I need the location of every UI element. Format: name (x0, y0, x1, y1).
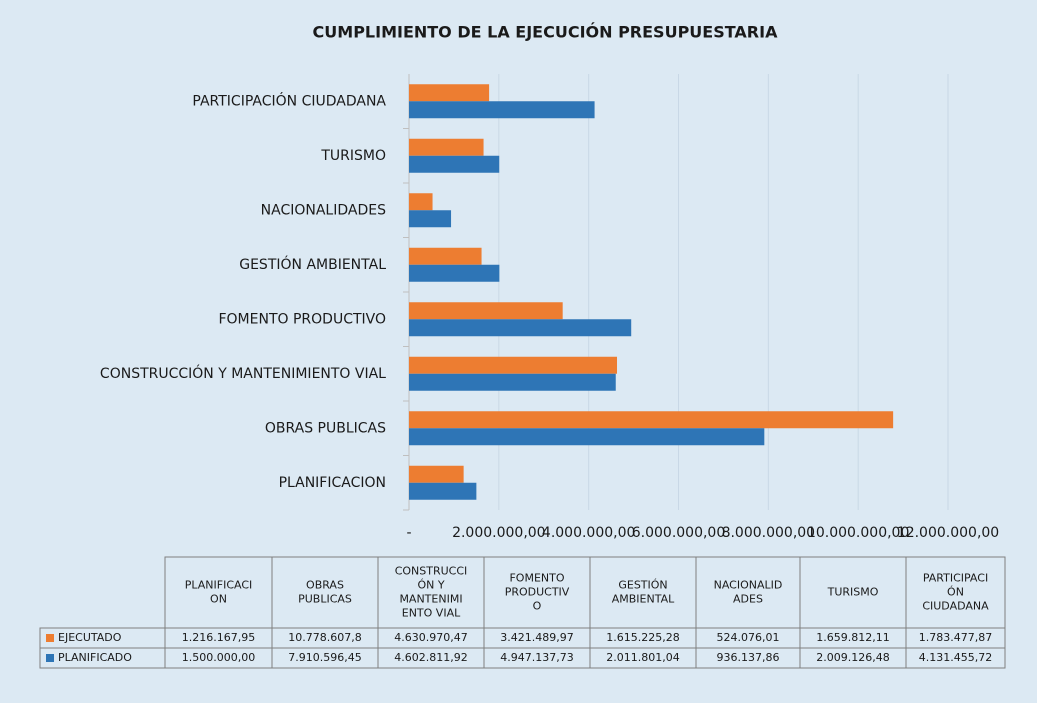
table-header: ÓN Y (417, 579, 444, 592)
table-value: 936.137,86 (717, 651, 780, 664)
table-value: 1.783.477,87 (919, 631, 992, 644)
table-header: ON (210, 593, 227, 606)
bar (409, 302, 563, 320)
table-header: ADES (733, 593, 763, 606)
bar (409, 465, 464, 483)
y-tick-label: OBRAS PUBLICAS (265, 420, 386, 436)
table-header: PLANIFICACI (185, 579, 253, 592)
x-tick-label: 10.000.000,00 (807, 525, 909, 541)
table-value: 1.615.225,28 (606, 631, 679, 644)
bar (409, 101, 595, 119)
table-header: OBRAS (306, 579, 344, 592)
bar (409, 356, 618, 374)
x-tick-label: 12.000.000,00 (897, 525, 999, 541)
x-tick-label: 8.000.000,00 (722, 525, 816, 541)
table-header: PUBLICAS (298, 593, 352, 606)
y-tick-label: PARTICIPACIÓN CIUDADANA (192, 91, 386, 109)
legend-label: PLANIFICADO (58, 651, 132, 664)
table-header: NACIONALID (714, 579, 783, 592)
table-header: CIUDADANA (922, 600, 989, 613)
legend-swatch (46, 654, 54, 662)
y-tick-label: NACIONALIDADES (261, 202, 386, 218)
bar (409, 264, 500, 282)
table-header: ENTO VIAL (402, 607, 461, 620)
table-value: 2.009.126,48 (816, 651, 889, 664)
x-tick-label: 6.000.000,00 (632, 525, 726, 541)
table-value: 3.421.489,97 (500, 631, 573, 644)
table-header: O (533, 600, 542, 613)
bar (409, 247, 482, 265)
bar (409, 155, 500, 173)
bar (409, 411, 894, 429)
x-tick-label: - (406, 525, 411, 541)
table-value: 524.076,01 (717, 631, 780, 644)
bar (409, 482, 477, 500)
table-header: GESTIÓN (618, 579, 667, 592)
chart-title: CUMPLIMIENTO DE LA EJECUCIÓN PRESUPUESTA… (313, 23, 779, 42)
legend-label: EJECUTADO (58, 631, 122, 644)
bar (409, 84, 490, 102)
table-value: 4.630.970,47 (394, 631, 467, 644)
x-tick-label: 4.000.000,00 (542, 525, 636, 541)
legend-swatch (46, 634, 54, 642)
table-value: 1.659.812,11 (816, 631, 889, 644)
y-tick-label: PLANIFICACION (279, 475, 386, 491)
table-value: 4.131.455,72 (919, 651, 992, 664)
table-header: AMBIENTAL (612, 593, 675, 606)
table-value: 2.011.801,04 (606, 651, 679, 664)
bar (409, 428, 765, 446)
table-header: PRODUCTIV (505, 586, 570, 599)
table-value: 1.216.167,95 (182, 631, 255, 644)
table-value: 10.778.607,8 (288, 631, 361, 644)
table-value: 1.500.000,00 (182, 651, 255, 664)
table-header: FOMENTO (509, 572, 564, 585)
bar (409, 193, 433, 211)
table-header: ÓN (947, 586, 964, 599)
y-tick-label: CONSTRUCCIÓN Y MANTENIMIENTO VIAL (100, 364, 386, 382)
table-value: 4.947.137,73 (500, 651, 573, 664)
table-header: CONSTRUCCI (395, 565, 468, 578)
x-tick-label: 2.000.000,00 (452, 525, 546, 541)
table-header: PARTICIPACI (923, 572, 988, 585)
y-tick-label: FOMENTO PRODUCTIVO (218, 311, 386, 327)
bar (409, 210, 452, 228)
table-value: 7.910.596,45 (288, 651, 361, 664)
y-tick-label: TURISMO (320, 148, 386, 164)
bar (409, 319, 632, 337)
bar (409, 138, 484, 156)
table-value: 4.602.811,92 (394, 651, 467, 664)
table-header: MANTENIMI (399, 593, 462, 606)
table-header: TURISMO (827, 586, 879, 599)
y-tick-label: GESTIÓN AMBIENTAL (239, 255, 386, 273)
bar (409, 373, 616, 391)
